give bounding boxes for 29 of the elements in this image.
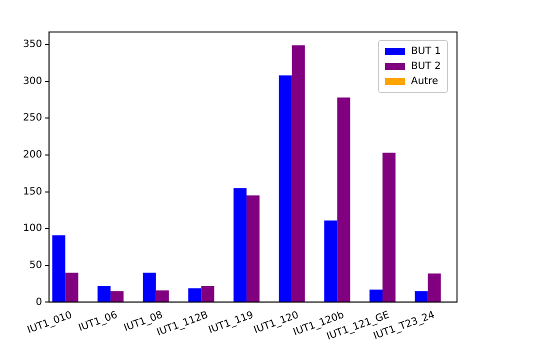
bar	[52, 235, 66, 302]
bar	[414, 291, 428, 302]
bar	[65, 272, 78, 302]
bar	[292, 45, 305, 302]
legend-label: Autre	[411, 75, 438, 89]
bar	[370, 290, 383, 302]
y-tick-label: 200	[22, 150, 42, 161]
bar	[234, 188, 247, 302]
bar	[156, 290, 169, 302]
legend-label: BUT 2	[411, 60, 441, 74]
bar	[246, 195, 260, 302]
y-tick-label: 0	[36, 296, 42, 308]
bar	[110, 291, 124, 302]
bar	[337, 98, 350, 302]
legend-label: BUT 1	[411, 45, 441, 59]
bar	[428, 273, 441, 302]
y-tick-label: 250	[22, 112, 42, 124]
bar	[98, 286, 111, 302]
y-tick-label: 150	[22, 186, 42, 198]
bar	[382, 152, 396, 302]
bar	[278, 75, 292, 302]
y-tick-label: 50	[29, 260, 42, 271]
bar	[324, 220, 338, 302]
y-tick-label: 100	[22, 223, 42, 234]
bar	[142, 272, 156, 302]
bar	[201, 286, 214, 302]
y-tick-label: 300	[22, 76, 42, 87]
y-tick-label: 350	[22, 39, 42, 50]
bar	[188, 288, 202, 302]
